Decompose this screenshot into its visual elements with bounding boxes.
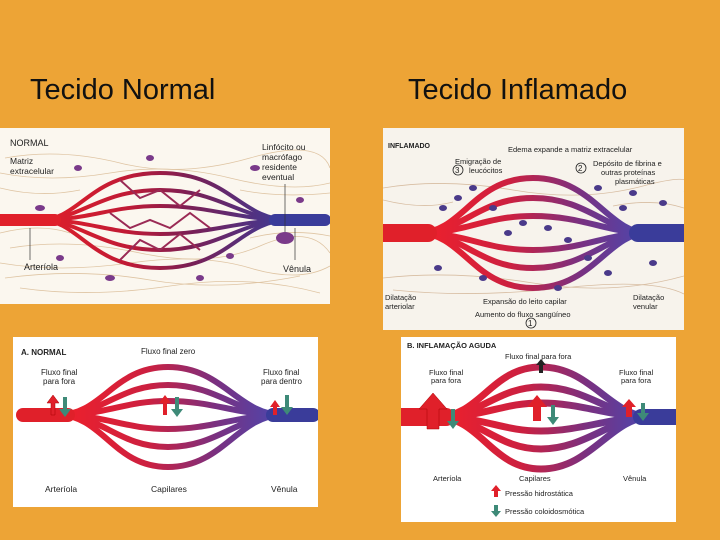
top-outflow-label: Fluxo final para fora — [505, 352, 572, 361]
capillaries-acute-label: Capilares — [519, 474, 551, 483]
inflamed-tissue-panel: INFLAMADO Edema expande a matriz extrace… — [383, 128, 684, 330]
right-outflow-label-1: Fluxo final — [619, 368, 654, 377]
venule-bottom-label: Vênula — [271, 484, 298, 494]
right-outflow-label-2: para fora — [621, 376, 652, 385]
outflow-label-1: Fluxo final — [41, 368, 78, 377]
normal-tissue-panel: NORMAL Matriz extracelular Linfócito ou … — [0, 128, 330, 304]
colloid-arrow-icon — [491, 505, 501, 517]
inflow-label-1: Fluxo final — [263, 368, 300, 377]
cell-label-4: eventual — [262, 172, 294, 182]
blood-flow-number: 1 — [528, 319, 533, 328]
fibrin-label-3: plasmáticas — [615, 177, 655, 186]
outflow-label-2: para fora — [43, 377, 76, 386]
cell-label-3: residente — [262, 162, 297, 172]
legend-colloid: Pressão coloidosmótica — [505, 507, 585, 516]
heading-inflamed-tissue: Tecido Inflamado — [408, 74, 628, 106]
normal-pressure-panel: A. NORMAL Fluxo final zero Fluxo final p… — [13, 337, 318, 507]
cell-label-1: Linfócito ou — [262, 142, 306, 152]
inflamed-title: INFLAMADO — [388, 143, 431, 150]
zero-flow-label: Fluxo final zero — [141, 347, 196, 356]
left-outflow-label-2: para fora — [431, 376, 462, 385]
acute-title: B. INFLAMAÇÃO AGUDA — [407, 341, 497, 350]
venule-label: Vênula — [283, 264, 311, 274]
capillaries-label: Capilares — [151, 484, 187, 494]
venular-dilation-1: Dilatação — [633, 293, 664, 302]
fibrin-label-2: outras proteínas — [601, 168, 655, 177]
capillary-expansion-label: Expansão do leito capilar — [483, 297, 567, 306]
normal-title: NORMAL — [10, 138, 49, 148]
emigration-number: 3 — [455, 166, 460, 175]
fibrin-label-1: Depósito de fibrina e — [593, 159, 662, 168]
acute-inflammation-panel: B. INFLAMAÇÃO AGUDA Fluxo final para for… — [401, 337, 676, 522]
arteriolar-dilation-2: arteriolar — [385, 302, 415, 311]
emigration-label-1: Emigração de — [455, 157, 501, 166]
inflow-label-2: para dentro — [261, 377, 302, 386]
heading-normal-tissue: Tecido Normal — [30, 74, 216, 106]
arteriole-label: Arteríola — [24, 262, 58, 272]
cell-label-2: macrófago — [262, 152, 302, 162]
fibrin-number: 2 — [578, 164, 583, 173]
venule-acute-label: Vênula — [623, 474, 647, 483]
matrix-label-2: extracelular — [10, 166, 54, 176]
venular-dilation-2: venular — [633, 302, 658, 311]
matrix-label-1: Matriz — [10, 156, 33, 166]
emigration-label-2: leucócitos — [469, 166, 503, 175]
arteriole-bottom-label: Arteríola — [45, 484, 77, 494]
edema-label: Edema expande a matriz extracelular — [508, 145, 633, 154]
hydrostatic-arrow-icon — [491, 485, 501, 497]
blood-flow-label: Aumento do fluxo sangüíneo — [475, 310, 571, 319]
legend-hydrostatic: Pressão hidrostática — [505, 489, 574, 498]
normal-diagram-title: A. NORMAL — [21, 348, 66, 357]
arteriolar-dilation-1: Dilatação — [385, 293, 416, 302]
left-outflow-label-1: Fluxo final — [429, 368, 464, 377]
arteriole-acute-label: Arteríola — [433, 474, 462, 483]
